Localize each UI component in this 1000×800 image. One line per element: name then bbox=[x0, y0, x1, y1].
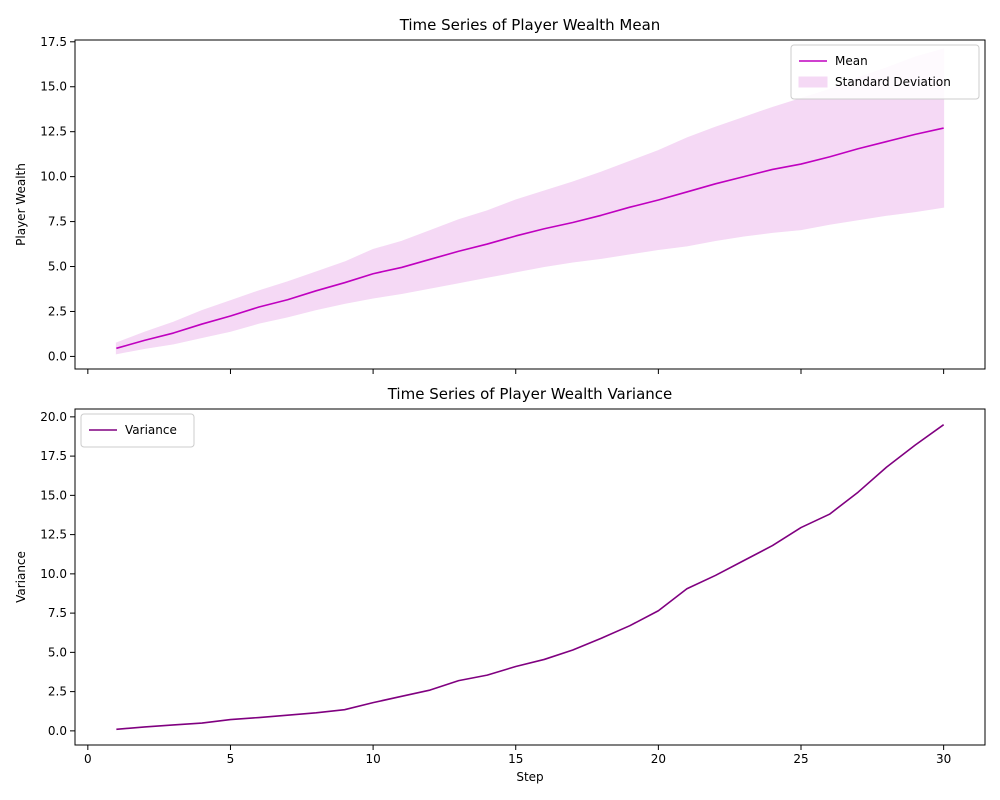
axes-frame bbox=[74, 39, 986, 370]
y-tick-label: 15.0 bbox=[40, 80, 67, 94]
y-tick-label: 10.0 bbox=[40, 170, 67, 184]
y-tick-label: 12.5 bbox=[40, 125, 67, 139]
legend-label: Mean bbox=[835, 54, 868, 68]
y-tick-label: 2.5 bbox=[48, 685, 67, 699]
legend-swatch-std-dev bbox=[798, 76, 828, 88]
legend-box bbox=[790, 44, 980, 100]
y-tick-label: 7.5 bbox=[48, 606, 67, 620]
legend: Mean Standard Deviation bbox=[790, 44, 980, 100]
x-tick-label: 20 bbox=[651, 752, 666, 766]
legend-label: Variance bbox=[125, 423, 177, 437]
chart-title: Time Series of Player Wealth Variance bbox=[387, 385, 673, 403]
legend-label: Standard Deviation bbox=[835, 75, 951, 89]
x-axis-label: Step bbox=[516, 770, 543, 784]
y-tick-label: 0.0 bbox=[48, 349, 67, 363]
legend: Variance bbox=[80, 413, 195, 448]
y-tick-label: 7.5 bbox=[48, 215, 67, 229]
std-dev-band bbox=[115, 48, 945, 355]
mean-line bbox=[116, 127, 944, 350]
y-tick-label: 2.5 bbox=[48, 304, 67, 318]
x-tick-label: 5 bbox=[227, 752, 235, 766]
y-tick-label: 17.5 bbox=[40, 449, 67, 463]
y-tick-label: 17.5 bbox=[40, 35, 67, 49]
x-tick-label: 30 bbox=[936, 752, 951, 766]
y-tick-label: 20.0 bbox=[40, 410, 67, 424]
y-tick-label: 12.5 bbox=[40, 528, 67, 542]
y-tick-label: 5.0 bbox=[48, 645, 67, 659]
x-tick-label: 0 bbox=[84, 752, 92, 766]
x-tick-label: 15 bbox=[508, 752, 523, 766]
y-tick-label: 0.0 bbox=[48, 724, 67, 738]
y-axis-label: Variance bbox=[14, 551, 28, 603]
legend-box bbox=[80, 413, 195, 448]
y-tick-label: 5.0 bbox=[48, 260, 67, 274]
x-tick-label: 10 bbox=[365, 752, 380, 766]
mean-chart: 0.0 2.5 5.0 7.5 10.0 12.5 15.0 17.5 Time Series … bbox=[14, 16, 986, 374]
x-tick-label: 25 bbox=[793, 752, 808, 766]
y-axis-label: Player Wealth bbox=[14, 163, 28, 246]
y-tick-label: 10.0 bbox=[40, 567, 67, 581]
axes-frame bbox=[74, 408, 986, 746]
chart-title: Time Series of Player Wealth Mean bbox=[399, 16, 661, 34]
y-tick-label: 15.0 bbox=[40, 488, 67, 502]
variance-line bbox=[116, 424, 945, 731]
variance-chart: 0 5 10 15 20 25 30 0.0 2.5 5.0 7.5 10.0 12.5 15.0 17.5… bbox=[14, 385, 986, 784]
